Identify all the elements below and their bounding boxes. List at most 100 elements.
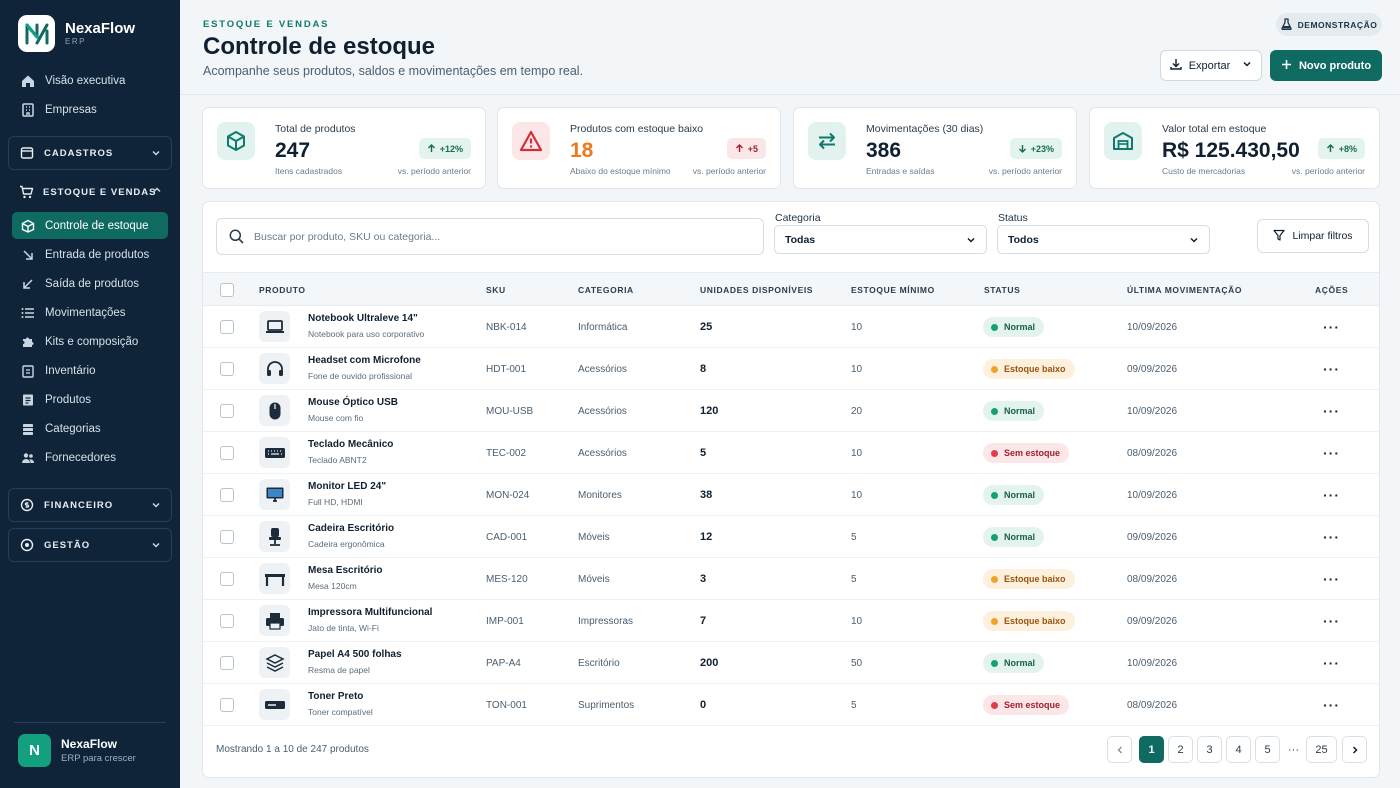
status-badge: Sem estoque bbox=[983, 695, 1070, 715]
table-row[interactable]: Impressora Multifuncional Jato de tinta, … bbox=[203, 600, 1379, 642]
more-actions-icon[interactable]: ··· bbox=[1323, 571, 1340, 587]
kpi-label: Movimentações (30 dias) bbox=[866, 123, 984, 135]
table-row[interactable]: Papel A4 500 folhas Resma de papel PAP-A4 E… bbox=[203, 642, 1379, 684]
table-row[interactable]: Cadeira Escritório Cadeira ergonômica CAD-… bbox=[203, 516, 1379, 558]
row-checkbox[interactable] bbox=[220, 698, 234, 712]
table-row[interactable]: Toner Preto Toner compatível TON-001 Suprim… bbox=[203, 684, 1379, 726]
category-select[interactable]: Todas bbox=[774, 225, 987, 254]
pagination-page-4[interactable]: 4 bbox=[1226, 736, 1251, 763]
clear-filters-button[interactable]: Limpar filtros bbox=[1257, 219, 1369, 253]
more-actions-icon[interactable]: ··· bbox=[1323, 403, 1340, 419]
demo-label: DEMONSTRAÇÃO bbox=[1297, 19, 1378, 30]
sidebar-item-movimentacoes[interactable]: Movimentações bbox=[12, 299, 168, 326]
more-actions-icon[interactable]: ··· bbox=[1323, 529, 1340, 545]
company-tagline: ERP para crescer bbox=[61, 752, 136, 764]
sidebar-item-inventario[interactable]: Inventário bbox=[12, 357, 168, 384]
column-header-sku[interactable]: SKU bbox=[486, 285, 506, 295]
nav-top: Visão executiva Empresas bbox=[12, 67, 168, 125]
more-actions-icon[interactable]: ··· bbox=[1323, 319, 1340, 335]
pagination-page-last[interactable]: 25 bbox=[1306, 736, 1337, 763]
kpi-subtext: Entradas e saídas bbox=[866, 166, 935, 176]
column-header-category[interactable]: CATEGORIA bbox=[578, 285, 634, 295]
row-checkbox[interactable] bbox=[220, 656, 234, 670]
more-actions-icon[interactable]: ··· bbox=[1323, 487, 1340, 503]
pagination-page-2[interactable]: 2 bbox=[1168, 736, 1193, 763]
brand[interactable]: NexaFlow ERP bbox=[18, 15, 135, 52]
pagination-page-3[interactable]: 3 bbox=[1197, 736, 1222, 763]
pagination-next-button[interactable] bbox=[1342, 736, 1367, 763]
sidebar-item-kits[interactable]: Kits e composição bbox=[12, 328, 168, 355]
sidebar-footer[interactable]: N NexaFlow ERP para crescer bbox=[18, 734, 136, 767]
product-name[interactable]: Mesa Escritório bbox=[308, 565, 383, 576]
product-name[interactable]: Papel A4 500 folhas bbox=[308, 649, 402, 660]
table-row[interactable]: Teclado Mecânico Teclado ABNT2 TEC-002 Aces… bbox=[203, 432, 1379, 474]
more-actions-icon[interactable]: ··· bbox=[1323, 655, 1340, 671]
last-movement-date: 09/09/2026 bbox=[1127, 364, 1178, 375]
sidebar-item-categorias[interactable]: Categorias bbox=[12, 416, 168, 443]
sidebar-group-estoque[interactable]: ESTOQUE E VENDAS bbox=[8, 177, 172, 207]
pagination-prev-button[interactable] bbox=[1107, 736, 1132, 763]
table-row[interactable]: Mesa Escritório Mesa 120cm MES-120 Móveis 3 5… bbox=[203, 558, 1379, 600]
row-checkbox[interactable] bbox=[220, 572, 234, 586]
sidebar-item-visao-executiva[interactable]: Visão executiva bbox=[12, 67, 168, 94]
search-box[interactable] bbox=[216, 218, 764, 255]
status-label: Estoque baixo bbox=[1004, 574, 1066, 584]
product-name[interactable]: Cadeira Escritório bbox=[308, 523, 395, 534]
column-header-units[interactable]: UNIDADES DISPONÍVEIS bbox=[700, 285, 814, 295]
sidebar-group-financeiro[interactable]: FINANCEIRO bbox=[8, 488, 172, 522]
sidebar-item-empresas[interactable]: Empresas bbox=[12, 96, 168, 123]
row-checkbox[interactable] bbox=[220, 320, 234, 334]
row-checkbox[interactable] bbox=[220, 488, 234, 502]
sidebar-group-gestao[interactable]: GESTÃO bbox=[8, 528, 172, 562]
select-all-checkbox[interactable] bbox=[220, 283, 234, 297]
pagination-page-1[interactable]: 1 bbox=[1139, 736, 1164, 763]
row-checkbox[interactable] bbox=[220, 530, 234, 544]
status-select[interactable]: Todos bbox=[997, 225, 1210, 254]
sidebar-item-controle-estoque[interactable]: Controle de estoque bbox=[12, 212, 168, 239]
row-checkbox[interactable] bbox=[220, 362, 234, 376]
product-description: Fone de ouvido profissional bbox=[308, 371, 412, 381]
last-movement-date: 08/09/2026 bbox=[1127, 448, 1178, 459]
puzzle-icon bbox=[20, 334, 36, 350]
more-actions-icon[interactable]: ··· bbox=[1323, 697, 1340, 713]
product-name[interactable]: Teclado Mecânico bbox=[308, 439, 394, 450]
sidebar-item-entrada-produtos[interactable]: Entrada de produtos bbox=[12, 241, 168, 268]
table-row[interactable]: Headset com Microfone Fone de ouvido prof… bbox=[203, 348, 1379, 390]
row-checkbox[interactable] bbox=[220, 404, 234, 418]
product-sku: MES-120 bbox=[486, 574, 528, 585]
flask-icon bbox=[1280, 17, 1292, 32]
table-row[interactable]: Mouse Óptico USB Mouse com fio MOU-USB Aces… bbox=[203, 390, 1379, 432]
search-input[interactable] bbox=[254, 230, 734, 243]
column-header-status[interactable]: STATUS bbox=[984, 285, 1021, 295]
kpi-trend-value: +12% bbox=[439, 143, 463, 154]
more-actions-icon[interactable]: ··· bbox=[1323, 361, 1340, 377]
product-name[interactable]: Mouse Óptico USB bbox=[308, 397, 399, 408]
column-header-product[interactable]: PRODUTO bbox=[259, 285, 306, 295]
sidebar-group-cadastros[interactable]: CADASTROS bbox=[8, 136, 172, 170]
warning-icon bbox=[512, 122, 550, 160]
column-header-last-movement[interactable]: ÚLTIMA MOVIMENTAÇÃO bbox=[1127, 285, 1243, 295]
page-subtitle: Acompanhe seus produtos, saldos e movime… bbox=[203, 64, 584, 78]
pagination-page-5[interactable]: 5 bbox=[1255, 736, 1280, 763]
more-actions-icon[interactable]: ··· bbox=[1323, 445, 1340, 461]
new-product-button[interactable]: Novo produto bbox=[1270, 50, 1382, 81]
product-name[interactable]: Monitor LED 24" bbox=[308, 481, 387, 492]
product-name[interactable]: Toner Preto bbox=[308, 691, 364, 702]
row-checkbox[interactable] bbox=[220, 446, 234, 460]
product-description: Jato de tinta, Wi-Fi bbox=[308, 623, 379, 633]
product-name[interactable]: Impressora Multifuncional bbox=[308, 607, 433, 618]
demo-badge: DEMONSTRAÇÃO bbox=[1276, 13, 1382, 36]
sidebar-item-fornecedores[interactable]: Fornecedores bbox=[12, 445, 168, 472]
sidebar-item-saida-produtos[interactable]: Saída de produtos bbox=[12, 270, 168, 297]
product-name[interactable]: Notebook Ultraleve 14" bbox=[308, 313, 418, 324]
product-category: Móveis bbox=[578, 574, 610, 585]
table-row[interactable]: Notebook Ultraleve 14" Notebook para uso … bbox=[203, 306, 1379, 348]
table-row[interactable]: Monitor LED 24" Full HD, HDMI MON-024 Monit… bbox=[203, 474, 1379, 516]
sidebar-item-produtos[interactable]: Produtos bbox=[12, 387, 168, 414]
more-actions-icon[interactable]: ··· bbox=[1323, 613, 1340, 629]
chair-icon bbox=[259, 521, 290, 552]
row-checkbox[interactable] bbox=[220, 614, 234, 628]
column-header-min-stock[interactable]: ESTOQUE MÍNIMO bbox=[851, 285, 935, 295]
product-name[interactable]: Headset com Microfone bbox=[308, 355, 421, 366]
export-button[interactable]: Exportar bbox=[1160, 50, 1262, 81]
